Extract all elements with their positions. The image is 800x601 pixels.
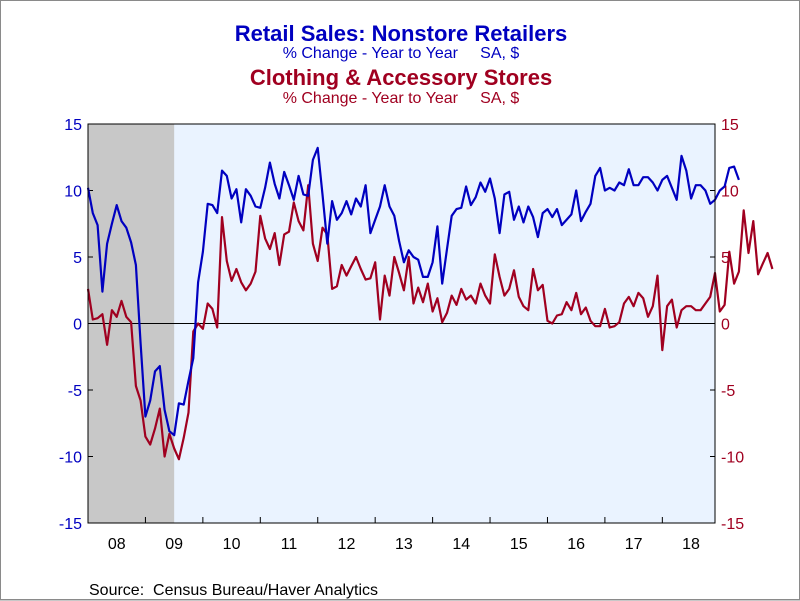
x-axis: 08 09 10 11 12 13 14 15 16 17 18	[108, 536, 700, 553]
x-tick-label: 10	[223, 536, 241, 553]
y-tick-label-right: 10	[721, 184, 739, 201]
y-axis-right: 15 10 5 0 -5 -10 -15	[721, 117, 744, 533]
y-tick-label-left: -5	[68, 383, 82, 400]
x-tick-label: 18	[682, 536, 700, 553]
y-tick-label-left: 15	[64, 117, 82, 134]
chart-title-nonstore: Retail Sales: Nonstore Retailers	[235, 21, 568, 46]
y-tick-label-right: 15	[721, 117, 739, 134]
x-tick-label: 14	[452, 536, 470, 553]
x-tick-label: 15	[510, 536, 528, 553]
chart-subtitle-clothing: % Change - Year to Year SA, $	[283, 90, 520, 107]
series-line-nonstore	[86, 146, 740, 437]
x-tick-label: 08	[108, 536, 126, 553]
y-tick-label-right: -15	[721, 516, 744, 533]
y-tick-label-right: -10	[721, 450, 744, 467]
y-tick-label-right: 0	[721, 317, 730, 334]
x-tick-label: 17	[625, 536, 643, 553]
x-tick-label: 11	[281, 536, 298, 553]
y-tick-label-right: -5	[721, 383, 735, 400]
source-note: Source: Census Bureau/Haver Analytics	[89, 582, 378, 599]
x-tick-label: 12	[338, 536, 356, 553]
y-tick-label-left: 0	[73, 317, 82, 334]
x-tick-label: 16	[567, 536, 585, 553]
y-tick-label-left: 5	[73, 250, 82, 267]
y-tick-label-left: -10	[59, 450, 82, 467]
chart-title-clothing: Clothing & Accessory Stores	[250, 65, 552, 90]
series-layer	[86, 146, 774, 461]
y-tick-label-left: 10	[64, 184, 82, 201]
chart-subtitle-nonstore: % Change - Year to Year SA, $	[283, 45, 520, 62]
x-tick-label: 13	[395, 536, 413, 553]
y-tick-label-left: -15	[59, 516, 82, 533]
y-axis-left: 15 10 5 0 -5 -10 -15	[59, 117, 82, 533]
y-tick-label-right: 5	[721, 250, 730, 267]
series-line-clothing	[86, 184, 774, 461]
plot-border	[87, 123, 716, 524]
x-tick-label: 09	[165, 536, 183, 553]
axis-ticks	[88, 123, 715, 524]
